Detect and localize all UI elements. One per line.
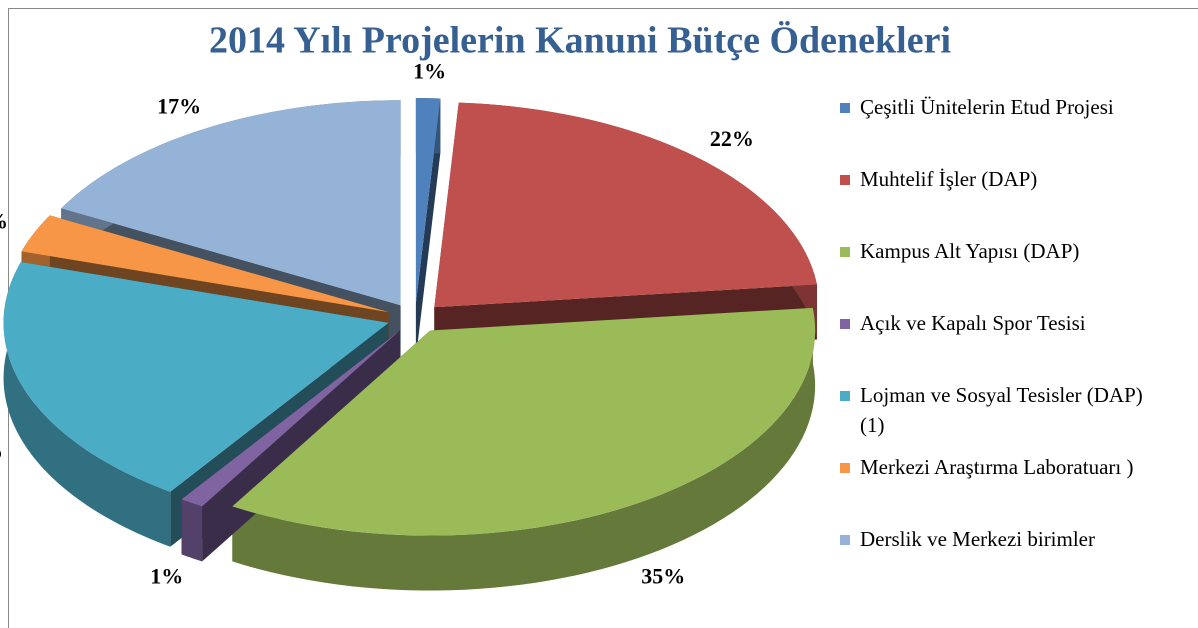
legend-item: Lojman ve Sosyal Tesisler (DAP)(1) — [840, 380, 1160, 452]
legend-label: Muhtelif İşler (DAP) — [860, 167, 1038, 191]
slice — [3, 262, 389, 492]
chart-title: 2014 Yılı Projelerin Kanuni Bütçe Ödenek… — [209, 20, 951, 62]
legend-item: Merkezi Araştırma Laboratuarı ) — [840, 452, 1160, 524]
legend: Çeşitli Ünitelerin Etud Projesi Muhtelif … — [840, 92, 1180, 596]
slice — [415, 98, 441, 304]
data-label: 35% — [641, 564, 685, 589]
legend-item: Derslik ve Merkezi birimler — [840, 524, 1160, 596]
data-label: 1% — [413, 59, 446, 84]
slice — [21, 215, 390, 313]
legend-swatch — [840, 535, 850, 545]
legend-swatch — [840, 319, 850, 329]
data-label: 20% — [0, 438, 3, 463]
slice-side — [181, 499, 203, 562]
legend-label: Lojman ve Sosyal Tesisler (DAP)(1) — [860, 383, 1143, 437]
legend-item: Çeşitli Ünitelerin Etud Projesi — [840, 92, 1160, 164]
legend-item: Muhtelif İşler (DAP) — [840, 164, 1160, 236]
data-label: 22% — [710, 126, 754, 151]
slice — [232, 307, 816, 536]
legend-swatch — [840, 463, 850, 473]
slice-edge — [181, 330, 400, 555]
slice — [434, 102, 817, 308]
legend-item: Kampus Alt Yapısı (DAP) — [840, 236, 1160, 308]
slice-side — [3, 262, 171, 547]
legend-label: Derslik ve Merkezi birimler — [860, 527, 1095, 551]
slice — [181, 330, 400, 507]
legend-swatch — [840, 175, 850, 185]
legend-label: Açık ve Kapalı Spor Tesisi — [860, 311, 1086, 335]
legend-swatch — [840, 247, 850, 257]
legend-swatch — [840, 391, 850, 401]
data-label: 17% — [157, 93, 201, 118]
slice — [61, 100, 401, 306]
legend-label: Merkezi Araştırma Laboratuarı ) — [860, 455, 1134, 479]
legend-label: Kampus Alt Yapısı (DAP) — [860, 239, 1080, 263]
data-label: 3% — [0, 209, 8, 234]
slice-edge — [415, 98, 441, 359]
data-label: 1% — [150, 564, 183, 589]
slice-tops — [3, 98, 817, 536]
legend-swatch — [840, 103, 850, 113]
legend-label: Çeşitli Ünitelerin Etud Projesi — [860, 95, 1114, 119]
slice-side — [232, 307, 816, 591]
legend-item: Açık ve Kapalı Spor Tesisi — [840, 308, 1160, 380]
